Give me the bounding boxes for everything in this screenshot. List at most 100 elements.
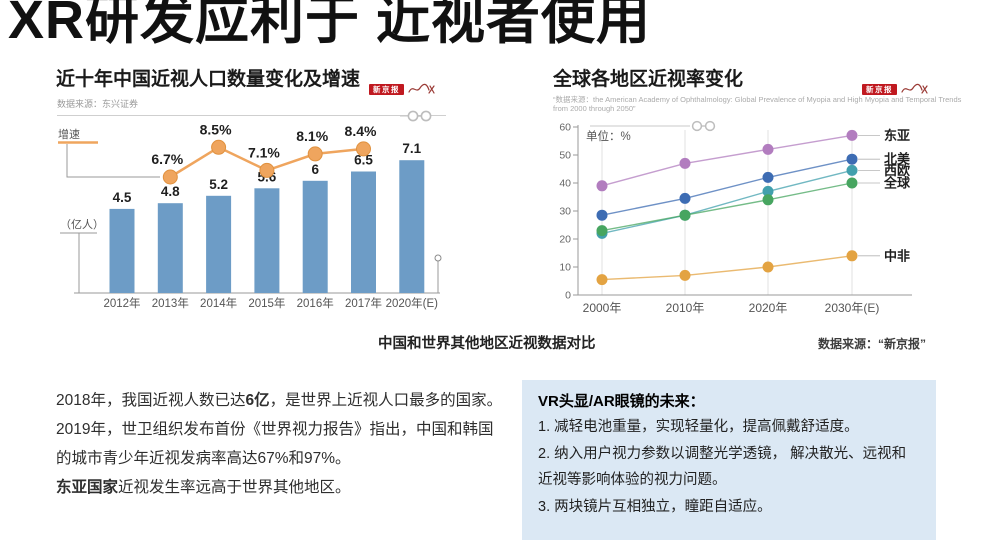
y-tick-label: 0 [565,290,571,302]
series-point [762,185,774,197]
bar [254,188,280,293]
x-axis-label: 2015年 [248,296,285,310]
bar [302,180,328,293]
bar-value-label: 6.5 [354,153,373,168]
y-tick-label: 40 [559,178,571,190]
left-chart-source: 数据来源：东兴证券 [57,99,139,109]
bar-value-label: 5.2 [209,177,228,192]
charts-caption: 中国和世界其他地区近视数据对比 [378,336,596,352]
script-logo-icon [901,83,928,94]
series-point [762,171,774,183]
series-point [596,209,608,221]
script-logo-icon [408,83,435,94]
right-chart-title: 全球各地区近视率变化 [553,69,744,90]
growth-point [259,162,275,178]
x-axis-label: 2030年(E) [825,301,880,315]
bar-value-label: 4.5 [113,190,132,205]
paragraph-line: 东亚国家近视发生率远高于世界其他地区。 [56,479,351,496]
bar-value-label: 4.8 [161,184,180,199]
china-myopia-chart-card: 近十年中国近视人口数量变化及增速 新京报 数据来源：东兴证券 增速 （亿人） 4.5… [40,62,470,336]
legend-label: 西欧 [884,163,910,178]
series-point [596,274,608,286]
series-point [762,261,774,273]
series-point [762,194,774,206]
series-point [762,143,774,155]
news-badge: 新京报 [862,83,897,95]
series-point [846,250,858,262]
series-line [601,182,853,232]
series-point [679,157,691,169]
growth-axis-label: 增速 [58,127,80,141]
vr-future-box: VR头显/AR眼镜的未来： 1. 减轻电池重量，实现轻量化，提高佩戴舒适度。 2.… [522,380,936,540]
growth-value-label: 7.1% [248,144,280,160]
page-title: XR研发应利于 近视者使用 [8,0,652,50]
series-line [601,169,853,235]
slide: XR研发应利于 近视者使用 近十年中国近视人口数量变化及增速 新京报 数据来源：… [8,0,988,540]
x-axis-label: 2020年(E) [386,296,439,310]
y-tick-label: 10 [559,262,571,274]
x-axis-label: 2017年 [345,296,382,310]
y-tick-label: 20 [559,234,571,246]
growth-point [162,169,178,185]
bar [157,203,183,293]
growth-value-label: 8.4% [345,123,377,139]
x-axis-label: 2014年 [200,296,237,310]
legend-label: 全球 [883,176,911,191]
bar [206,195,232,293]
pin-icon [434,254,442,262]
growth-point [307,146,323,162]
series-point [596,225,608,237]
x-axis-label: 2000年 [583,301,622,315]
x-axis-label: 2016年 [297,296,334,310]
vr-box-item: 3. 两块镜片互相独立，瞳距自适应。 [538,498,772,515]
vr-box-items: 1. 减轻电池重量，实现轻量化，提高佩戴舒适度。 2. 纳入用户视力参数以调整光学… [538,414,920,520]
growth-value-label: 8.1% [296,128,328,144]
growth-point [356,141,371,157]
growth-value-label: 8.5% [200,121,232,137]
series-line [601,255,853,281]
bar [109,208,135,293]
myopia-population-bar-chart: 增速（亿人）4.52012年4.82013年5.22014年5.62015年62… [58,121,442,310]
left-chart-title: 近十年中国近视人口数量变化及增速 [56,69,361,90]
news-badge: 新京报 [369,83,404,95]
bar [351,171,376,293]
legend-label: 北美 [884,152,911,167]
series-point [596,180,608,192]
unit-axis-label: （亿人） [60,218,104,231]
caption-source: 数据来源：“新京报” [818,337,927,351]
series-point [846,164,858,176]
series-line [601,158,853,216]
y-tick-label: 50 [559,150,571,162]
glasses-icon [400,110,432,122]
x-axis-label: 2013年 [152,296,189,310]
x-axis-label: 2020年 [749,301,788,315]
global-myopia-chart-card: 全球各地区近视率变化 新京报 “数据来源：the American Academ… [540,62,988,336]
series-point [846,129,858,141]
series-point [679,209,691,221]
paragraph-line: 2018年，我国近视人数已达6亿，是世界上近视人口最多的国家。 [56,392,503,409]
vr-box-item: 1. 减轻电池重量，实现轻量化，提高佩戴舒适度。 [538,419,859,435]
growth-point [211,139,227,155]
y-tick-label: 60 [559,122,571,134]
unit-label: 单位：% [586,129,631,143]
series-line [601,134,853,187]
series-point [846,153,858,165]
bar [399,160,425,293]
growth-value-label: 6.7% [151,151,183,167]
global-myopia-rate-line-chart: 0 10 20 30 40 50 60 单位：% 2000年 2010年 2020年 2030年(E… [559,120,912,315]
bar-value-label: 7.1 [402,141,421,156]
right-chart-source: “数据来源：the American Academy of Ophthalmol… [553,95,962,113]
series-point [846,177,858,189]
right-chart-brand: 新京报 [862,81,930,97]
series-point [679,192,691,204]
bar-value-label: 6 [311,162,319,177]
paragraph-line: 的城市青少年近视发病率高达67%和97%。 [56,450,351,467]
summary-paragraph: 2018年，我国近视人数已达6亿，是世界上近视人口最多的国家。 2019年，世卫组… [56,386,526,502]
x-axis-label: 2010年 [666,301,705,315]
glasses-icon [691,120,716,132]
vr-box-item: 2. 纳入用户视力参数以调整光学透镜， 解决散光、远视和近视等影响体验的视力问题… [538,445,907,489]
legend-label: 中非 [884,248,910,263]
legend-label: 东亚 [884,128,910,143]
series-point [679,269,691,281]
x-axis-label: 2012年 [103,296,140,310]
